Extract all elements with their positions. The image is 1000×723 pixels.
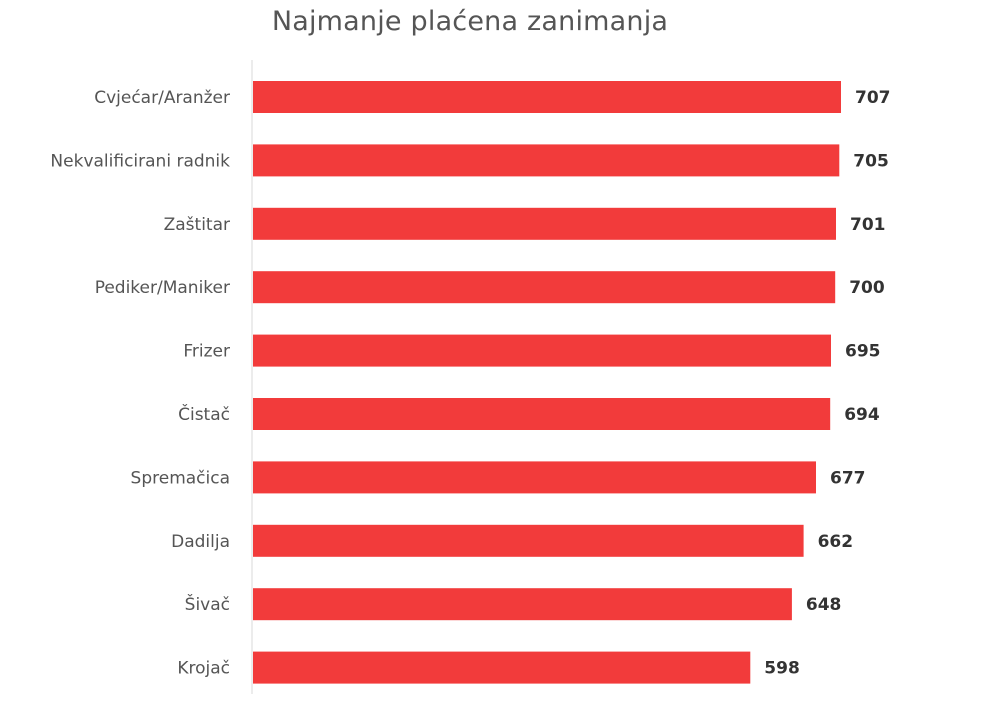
- bar-4: [253, 334, 831, 367]
- category-label-0: Cvjećar/Aranžer: [94, 88, 230, 108]
- category-label-8: Šivač: [185, 593, 230, 615]
- bar-2: [253, 207, 836, 240]
- chart-title: Najmanje plaćena zanimanja: [271, 6, 669, 37]
- value-label-7: 662: [818, 532, 854, 552]
- bar-9: [253, 651, 751, 684]
- category-label-9: Krojač: [177, 659, 230, 679]
- bar-5: [253, 398, 831, 430]
- value-label-3: 700: [849, 278, 885, 298]
- value-label-4: 695: [845, 342, 881, 362]
- category-label-1: Nekvalificirani radnik: [50, 151, 230, 171]
- category-label-4: Frizer: [183, 342, 230, 362]
- bar-1: [253, 144, 840, 177]
- bar-7: [253, 524, 804, 557]
- category-label-5: Čistač: [178, 403, 230, 425]
- category-label-3: Pediker/Maniker: [95, 278, 230, 298]
- value-label-0: 707: [855, 88, 891, 108]
- value-label-8: 648: [806, 595, 842, 615]
- bar-3: [253, 271, 836, 304]
- bar-8: [253, 588, 792, 621]
- value-label-9: 598: [764, 659, 800, 679]
- category-label-6: Spremačica: [131, 468, 230, 488]
- value-label-6: 677: [830, 468, 866, 488]
- value-label-1: 705: [853, 151, 889, 171]
- value-label-2: 701: [850, 215, 886, 235]
- category-label-7: Dadilja: [171, 532, 230, 552]
- bars-layer: Cvjećar/Aranžer 707 Nekvalificirani radnik…: [50, 81, 891, 684]
- category-label-2: Zaštitar: [164, 215, 230, 235]
- bar-0: [253, 81, 841, 113]
- bar-6: [253, 461, 816, 494]
- value-label-5: 694: [844, 405, 880, 425]
